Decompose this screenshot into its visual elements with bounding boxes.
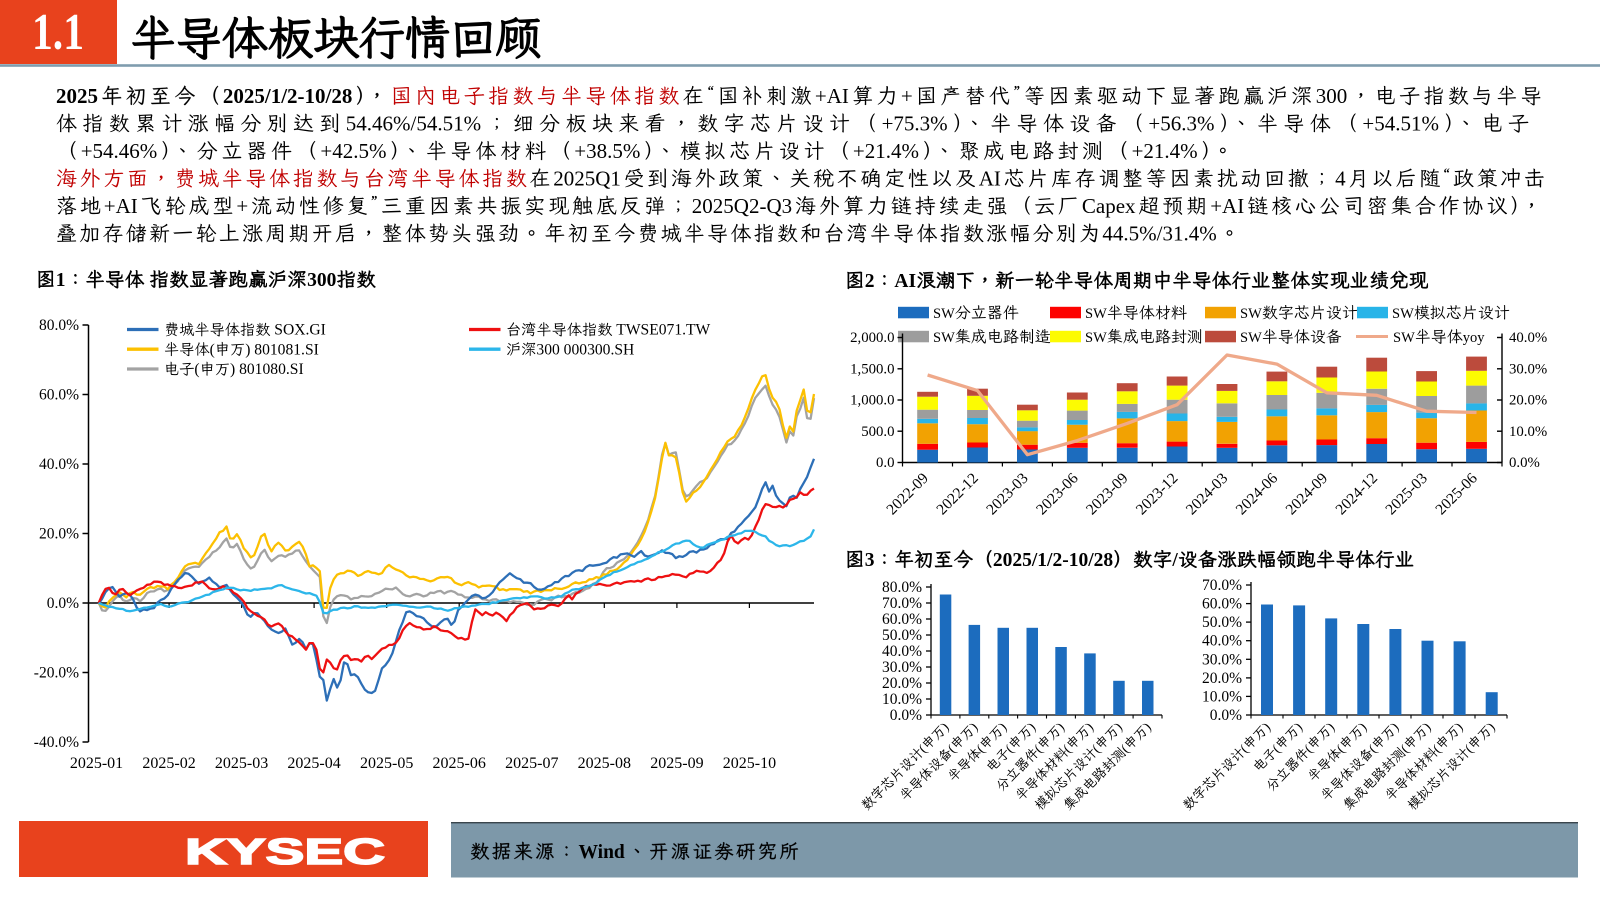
svg-text:2025/1/2-10/28: 2025/1/2-10/28 (993, 550, 1113, 571)
svg-text:2025-06: 2025-06 (433, 755, 486, 772)
svg-text:2,000.0: 2,000.0 (850, 330, 894, 346)
svg-text:1: 1 (56, 270, 66, 291)
svg-text:300: 300 (307, 270, 336, 291)
svg-text:2025-09: 2025-09 (650, 755, 703, 772)
svg-text:+54.51%: +54.51% (1362, 112, 1439, 136)
svg-text:0.0: 0.0 (876, 455, 895, 471)
svg-text:30.0%: 30.0% (882, 659, 922, 676)
svg-text:10.0%: 10.0% (1509, 424, 1547, 440)
svg-text:+54.46%: +54.46% (81, 139, 158, 163)
svg-text:) 801081.SI: ) 801081.SI (245, 341, 319, 358)
svg-text:30.0%: 30.0% (1202, 651, 1242, 668)
svg-text:30.0%: 30.0% (1509, 361, 1547, 377)
svg-text:20.0%: 20.0% (882, 675, 922, 692)
svg-text:2025/1/2-10/28: 2025/1/2-10/28 (223, 84, 353, 108)
svg-text:SOX.GI: SOX.GI (274, 322, 326, 339)
svg-text:SW: SW (1085, 330, 1107, 346)
svg-text:-20.0%: -20.0% (34, 665, 79, 682)
svg-text:54.46%/54.51%: 54.46%/54.51% (346, 112, 481, 136)
svg-text:80.0%: 80.0% (39, 317, 79, 334)
svg-text:1,500.0: 1,500.0 (850, 361, 894, 377)
svg-text:+AI: +AI (104, 194, 138, 218)
svg-text:+AI: +AI (815, 84, 849, 108)
svg-text:(: ( (194, 361, 199, 378)
svg-text:300 000300.SH: 300 000300.SH (536, 341, 634, 358)
svg-text:+42.5%: +42.5% (320, 139, 386, 163)
svg-text:+21.4%: +21.4% (1132, 139, 1198, 163)
svg-text:70.0%: 70.0% (1202, 577, 1242, 594)
svg-text:0.0%: 0.0% (1210, 707, 1242, 724)
svg-text:2025-03: 2025-03 (215, 755, 268, 772)
svg-text:2025-08: 2025-08 (578, 755, 631, 772)
svg-text:2025-02: 2025-02 (142, 755, 195, 772)
svg-text:4: 4 (1335, 167, 1346, 191)
svg-text:-40.0%: -40.0% (34, 734, 79, 751)
svg-text:60.0%: 60.0% (39, 387, 79, 404)
svg-text:60.0%: 60.0% (1202, 596, 1242, 613)
svg-text:SW: SW (1393, 330, 1415, 346)
svg-text:50.0%: 50.0% (882, 627, 922, 644)
svg-text:60.0%: 60.0% (882, 611, 922, 628)
svg-text:0.0%: 0.0% (890, 707, 922, 724)
svg-text:2: 2 (865, 271, 875, 292)
svg-text:SW: SW (1240, 306, 1262, 322)
svg-text:+: + (236, 194, 248, 218)
svg-text:40.0%: 40.0% (1202, 633, 1242, 650)
svg-text:TWSE071.TW: TWSE071.TW (616, 322, 710, 339)
svg-text:20.0%: 20.0% (1202, 670, 1242, 687)
svg-text:2025-10: 2025-10 (723, 755, 776, 772)
svg-text:44.5%/31.4%: 44.5%/31.4% (1102, 222, 1216, 246)
svg-text:+56.3%: +56.3% (1148, 112, 1214, 136)
svg-text:+38.5%: +38.5% (574, 139, 640, 163)
svg-text:yoy: yoy (1463, 330, 1486, 346)
svg-text:AI: AI (979, 167, 1001, 191)
svg-text:+75.3%: +75.3% (882, 112, 948, 136)
svg-text:2025: 2025 (56, 84, 98, 108)
svg-text:40.0%: 40.0% (882, 643, 922, 660)
svg-text:3: 3 (865, 550, 875, 571)
svg-text:0.0%: 0.0% (47, 595, 79, 612)
svg-text:AI: AI (894, 271, 916, 292)
svg-text:20.0%: 20.0% (39, 526, 79, 543)
svg-text:10.0%: 10.0% (882, 691, 922, 708)
svg-text:Capex: Capex (1082, 194, 1136, 218)
svg-text:2025Q1: 2025Q1 (553, 167, 621, 191)
svg-text:2025-05: 2025-05 (360, 755, 413, 772)
svg-text:SW: SW (1392, 306, 1414, 322)
svg-text:+: + (901, 84, 913, 108)
svg-text:2025Q2-Q3: 2025Q2-Q3 (692, 194, 792, 218)
svg-text:20.0%: 20.0% (1509, 393, 1547, 409)
svg-text:10.0%: 10.0% (1202, 688, 1242, 705)
svg-text:+AI: +AI (1210, 194, 1244, 218)
svg-text:40.0%: 40.0% (39, 456, 79, 473)
svg-text:2025-04: 2025-04 (287, 755, 340, 772)
svg-text:SW: SW (1085, 306, 1107, 322)
svg-text:80.0%: 80.0% (882, 579, 922, 596)
svg-text:70.0%: 70.0% (882, 595, 922, 612)
svg-text:40.0%: 40.0% (1509, 330, 1547, 346)
svg-text:1,000.0: 1,000.0 (850, 393, 894, 409)
svg-text:/: / (1171, 550, 1178, 571)
svg-text:50.0%: 50.0% (1202, 614, 1242, 631)
svg-text:500.0: 500.0 (861, 424, 894, 440)
svg-text:+21.4%: +21.4% (853, 139, 919, 163)
svg-text:2025-07: 2025-07 (505, 755, 558, 772)
svg-text:0.0%: 0.0% (1509, 455, 1540, 471)
svg-text:2025-01: 2025-01 (70, 755, 123, 772)
svg-text:SW: SW (1240, 330, 1262, 346)
svg-text:) 801080.SI: ) 801080.SI (230, 361, 304, 378)
svg-text:300: 300 (1316, 84, 1348, 108)
svg-text:KYSEC: KYSEC (185, 831, 385, 872)
svg-text:1.1: 1.1 (32, 4, 84, 61)
svg-text:(: ( (210, 341, 215, 358)
svg-text:SW: SW (933, 306, 955, 322)
svg-text:SW: SW (933, 330, 955, 346)
svg-text:Wind: Wind (579, 842, 625, 863)
